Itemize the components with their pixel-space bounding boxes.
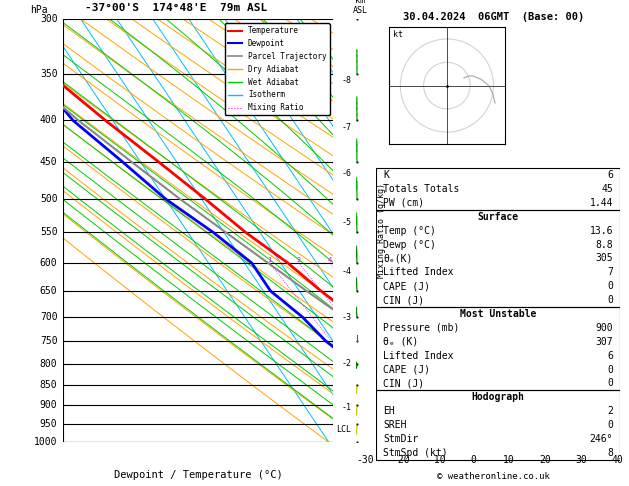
Text: 800: 800 [40,359,57,369]
Text: 0: 0 [607,281,613,291]
Text: km
ASL: km ASL [353,0,368,15]
Text: 2: 2 [607,406,613,416]
Text: -2: -2 [342,359,352,368]
Text: 1.44: 1.44 [589,198,613,208]
Text: 700: 700 [40,312,57,322]
Text: StmSpd (kt): StmSpd (kt) [384,448,448,458]
Text: -7: -7 [342,123,352,132]
Text: 305: 305 [595,254,613,263]
Text: 0: 0 [607,364,613,375]
Text: 246°: 246° [589,434,613,444]
Text: © weatheronline.co.uk: © weatheronline.co.uk [437,472,550,481]
Text: 40: 40 [611,455,623,465]
Text: kt: kt [393,30,403,39]
Text: 400: 400 [40,116,57,125]
Text: Dewpoint / Temperature (°C): Dewpoint / Temperature (°C) [114,470,282,480]
Text: 2: 2 [296,257,301,263]
Text: -37°00'S  174°48'E  79m ASL: -37°00'S 174°48'E 79m ASL [86,3,267,13]
Text: 900: 900 [595,323,613,333]
Text: 300: 300 [40,15,57,24]
Text: -5: -5 [342,218,352,227]
Text: -1: -1 [342,403,352,412]
Text: θₑ(K): θₑ(K) [384,254,413,263]
Text: 1000: 1000 [34,437,57,447]
Text: 0: 0 [607,295,613,305]
Text: 950: 950 [40,419,57,429]
Text: CAPE (J): CAPE (J) [384,281,430,291]
Text: Mixing Ratio (g/kg): Mixing Ratio (g/kg) [377,183,386,278]
Text: Lifted Index: Lifted Index [384,350,454,361]
Text: EH: EH [384,406,395,416]
Text: Most Unstable: Most Unstable [460,309,537,319]
Text: 8.8: 8.8 [595,240,613,250]
Text: 500: 500 [40,194,57,204]
Text: Totals Totals: Totals Totals [384,184,460,194]
Text: 30: 30 [576,455,587,465]
Text: Surface: Surface [477,212,519,222]
Text: 0: 0 [607,379,613,388]
Text: Dewp (°C): Dewp (°C) [384,240,437,250]
Text: -8: -8 [342,76,352,85]
Text: -10: -10 [428,455,446,465]
Text: -20: -20 [392,455,410,465]
Text: Pressure (mb): Pressure (mb) [384,323,460,333]
Text: hPa: hPa [30,5,48,15]
Text: 20: 20 [539,455,551,465]
Text: Temp (°C): Temp (°C) [384,226,437,236]
Text: -30: -30 [356,455,374,465]
Text: 13.6: 13.6 [589,226,613,236]
Text: Hodograph: Hodograph [472,392,525,402]
Text: 45: 45 [601,184,613,194]
Text: 550: 550 [40,227,57,237]
Text: Lifted Index: Lifted Index [384,267,454,278]
Text: -6: -6 [342,169,352,178]
Text: LCL: LCL [336,425,351,434]
Text: 450: 450 [40,157,57,167]
Text: 900: 900 [40,400,57,410]
Text: SREH: SREH [384,420,407,430]
Text: 10: 10 [503,455,515,465]
Legend: Temperature, Dewpoint, Parcel Trajectory, Dry Adiabat, Wet Adiabat, Isotherm, Mi: Temperature, Dewpoint, Parcel Trajectory… [225,23,330,115]
Text: θₑ (K): θₑ (K) [384,337,419,347]
Text: 600: 600 [40,258,57,268]
Text: CIN (J): CIN (J) [384,295,425,305]
Text: 8: 8 [607,448,613,458]
Text: 350: 350 [40,69,57,79]
Text: CAPE (J): CAPE (J) [384,364,430,375]
Text: 650: 650 [40,286,57,296]
Text: 750: 750 [40,336,57,346]
Text: -3: -3 [342,312,352,322]
Text: StmDir: StmDir [384,434,419,444]
Text: PW (cm): PW (cm) [384,198,425,208]
Text: 850: 850 [40,380,57,390]
Text: -4: -4 [342,267,352,276]
Text: 0: 0 [607,420,613,430]
Text: 6: 6 [607,170,613,180]
Text: 30.04.2024  06GMT  (Base: 00): 30.04.2024 06GMT (Base: 00) [403,12,584,22]
Text: K: K [384,170,389,180]
Text: 1: 1 [267,257,272,263]
Text: 307: 307 [595,337,613,347]
Text: 4: 4 [328,257,332,263]
Text: CIN (J): CIN (J) [384,379,425,388]
Text: 6: 6 [607,350,613,361]
Text: 7: 7 [607,267,613,278]
Text: 0: 0 [470,455,476,465]
